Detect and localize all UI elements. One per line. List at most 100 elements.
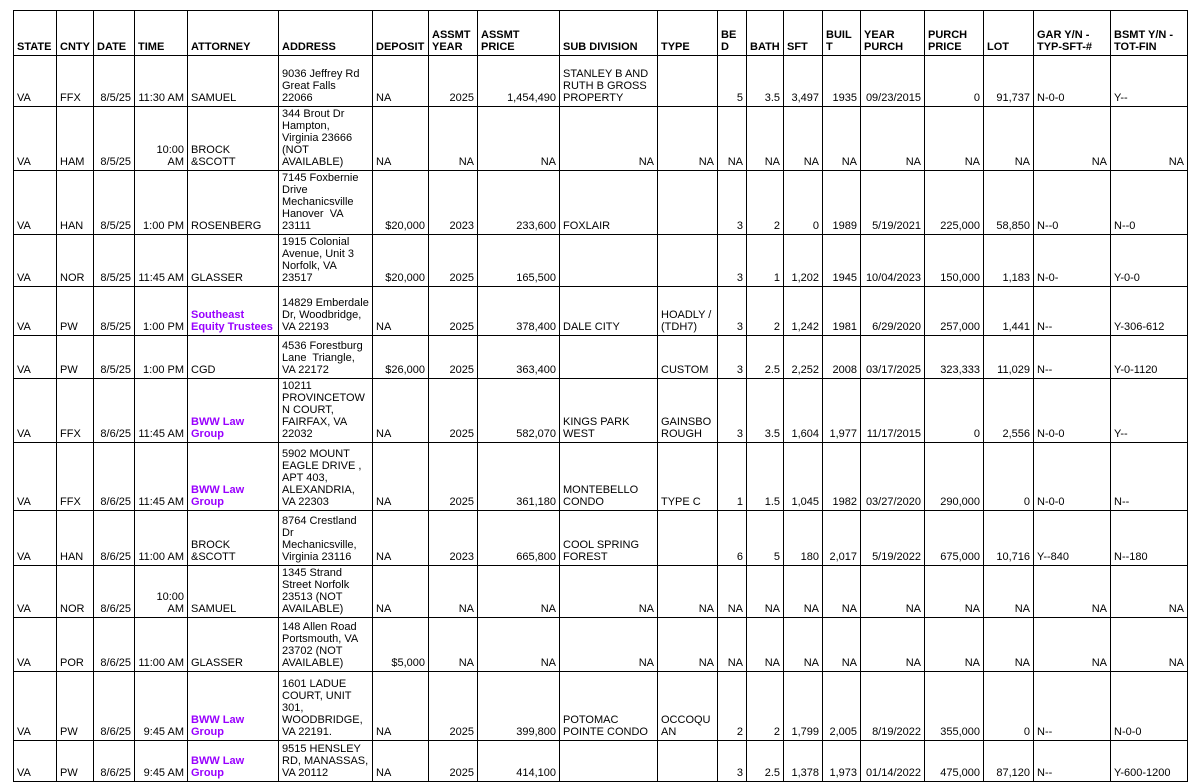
cell-lot: 1,183 xyxy=(983,234,1034,287)
cell-time: 10:00 AM xyxy=(134,106,188,171)
cell-bath: NA xyxy=(746,565,784,618)
cell-sft: 180 xyxy=(783,510,823,566)
cell-deposit: $5,000 xyxy=(372,617,429,672)
cell-built: NA xyxy=(822,106,861,171)
cell-deposit: NA xyxy=(372,510,429,566)
cell-attorney: BWW Law Group xyxy=(187,671,279,741)
cell-assmt_price: NA xyxy=(477,617,560,672)
cell-gar: N-- xyxy=(1033,286,1111,336)
cell-sub_division: NA xyxy=(559,565,658,618)
table-row: VA HAM 8/5/25 10:00 AM BROCK &SCOTT 344 Brout… xyxy=(13,106,1188,171)
cell-bed: 3 xyxy=(717,378,747,443)
cell-state: VA xyxy=(13,740,57,782)
cell-lot: 0 xyxy=(983,671,1034,741)
cell-state: VA xyxy=(13,286,57,336)
cell-date: 8/5/25 xyxy=(93,335,135,379)
cell-built: 1935 xyxy=(822,55,861,107)
cell-deposit: $20,000 xyxy=(372,170,429,235)
cell-gar: N-0-0 xyxy=(1033,55,1111,107)
cell-address: 5902 MOUNT EAGLE DRIVE , APT 403, ALEXAN… xyxy=(278,442,373,511)
column-header-gar: GAR Y/N - TYP-SFT-# xyxy=(1033,10,1111,56)
cell-type: NA xyxy=(657,106,718,171)
cell-type: NA xyxy=(657,617,718,672)
cell-deposit: NA xyxy=(372,286,429,336)
cell-assmt_price: 414,100 xyxy=(477,740,560,782)
cell-assmt_year: 2025 xyxy=(428,442,478,511)
cell-date: 8/5/25 xyxy=(93,286,135,336)
cell-assmt_year: NA xyxy=(428,106,478,171)
attorney-link[interactable]: BWW Law Group xyxy=(191,755,248,779)
cell-bed: 3 xyxy=(717,170,747,235)
cell-bath: 2 xyxy=(746,286,784,336)
table-row: VA PW 8/6/25 9:45 AM BWW Law Group 1601 LADUE… xyxy=(13,671,1188,741)
cell-attorney: SAMUEL xyxy=(187,55,279,107)
cell-address: 1345 Strand Street Norfolk 23513 (NOT AV… xyxy=(278,565,373,618)
cell-time: 1:00 PM xyxy=(134,286,188,336)
header-row: STATE CNTY DATE TIME ATTORNEY ADDRESS DEPOSIT A… xyxy=(13,10,1188,56)
attorney-link[interactable]: BWW Law Group xyxy=(191,484,248,508)
cell-time: 10:00 AM xyxy=(134,565,188,618)
cell-gar: N-0-0 xyxy=(1033,442,1111,511)
cell-bed: 3 xyxy=(717,335,747,379)
cell-sub_division: KINGS PARK WEST xyxy=(559,378,658,443)
cell-gar: Y--840 xyxy=(1033,510,1111,566)
cell-bed: NA xyxy=(717,565,747,618)
cell-time: 11:00 AM xyxy=(134,617,188,672)
cell-address: 9515 HENSLEY RD, MANASSAS, VA 20112 xyxy=(278,740,373,782)
cell-sft: 3,497 xyxy=(783,55,823,107)
attorney-link[interactable]: BWW Law Group xyxy=(191,714,248,738)
table-row: VA NOR 8/5/25 11:45 AM GLASSER 1915 Colonial … xyxy=(13,234,1188,287)
cell-bsmt: NA xyxy=(1110,106,1188,171)
cell-type: NA xyxy=(657,565,718,618)
cell-year_purch: 8/19/2022 xyxy=(860,671,925,741)
cell-assmt_price: 233,600 xyxy=(477,170,560,235)
cell-bsmt: N-- xyxy=(1110,442,1188,511)
cell-assmt_year: 2023 xyxy=(428,170,478,235)
column-header-address: ADDRESS xyxy=(278,10,373,56)
cell-type: CUSTOM xyxy=(657,335,718,379)
cell-gar: N-0-0 xyxy=(1033,378,1111,443)
cell-year_purch: NA xyxy=(860,565,925,618)
table-row: VA HAN 8/5/25 1:00 PM ROSENBERG 7145 Foxberni… xyxy=(13,170,1188,235)
cell-purch_price: 675,000 xyxy=(924,510,984,566)
cell-bath: 3.5 xyxy=(746,378,784,443)
cell-deposit: $20,000 xyxy=(372,234,429,287)
cell-built: NA xyxy=(822,565,861,618)
column-header-bath: BATH xyxy=(746,10,784,56)
cell-gar: NA xyxy=(1033,106,1111,171)
cell-bath: NA xyxy=(746,106,784,171)
cell-gar: N-0- xyxy=(1033,234,1111,287)
attorney-link[interactable]: BWW Law Group xyxy=(191,416,248,440)
cell-year_purch: 10/04/2023 xyxy=(860,234,925,287)
cell-assmt_price: 363,400 xyxy=(477,335,560,379)
column-header-time: TIME xyxy=(134,10,188,56)
cell-lot: 1,441 xyxy=(983,286,1034,336)
cell-built: 2008 xyxy=(822,335,861,379)
cell-date: 8/5/25 xyxy=(93,234,135,287)
cell-sft: 1,045 xyxy=(783,442,823,511)
cell-year_purch: 5/19/2022 xyxy=(860,510,925,566)
cell-date: 8/5/25 xyxy=(93,55,135,107)
cell-lot: 91,737 xyxy=(983,55,1034,107)
column-header-deposit: DEPOSIT xyxy=(372,10,429,56)
cell-deposit: NA xyxy=(372,740,429,782)
cell-bsmt: Y-0-1120 xyxy=(1110,335,1188,379)
cell-cnty: NOR xyxy=(56,234,94,287)
cell-time: 11:00 AM xyxy=(134,510,188,566)
cell-bed: NA xyxy=(717,106,747,171)
cell-assmt_price: NA xyxy=(477,106,560,171)
cell-address: 1601 LADUE COURT, UNIT 301, WOODBRIDGE, … xyxy=(278,671,373,741)
cell-time: 9:45 AM xyxy=(134,671,188,741)
cell-address: 9036 Jeffrey Rd Great Falls 22066 xyxy=(278,55,373,107)
cell-assmt_price: 1,454,490 xyxy=(477,55,560,107)
cell-time: 11:45 AM xyxy=(134,234,188,287)
cell-deposit: NA xyxy=(372,55,429,107)
cell-built: NA xyxy=(822,617,861,672)
cell-bed: 6 xyxy=(717,510,747,566)
cell-state: VA xyxy=(13,234,57,287)
cell-lot: 87,120 xyxy=(983,740,1034,782)
column-header-sub_division: SUB DIVISION xyxy=(559,10,658,56)
auction-properties-table: STATE CNTY DATE TIME ATTORNEY ADDRESS DEPOSIT A… xyxy=(13,10,1188,782)
cell-purch_price: 290,000 xyxy=(924,442,984,511)
attorney-link[interactable]: Southeast Equity Trustees xyxy=(191,309,273,333)
